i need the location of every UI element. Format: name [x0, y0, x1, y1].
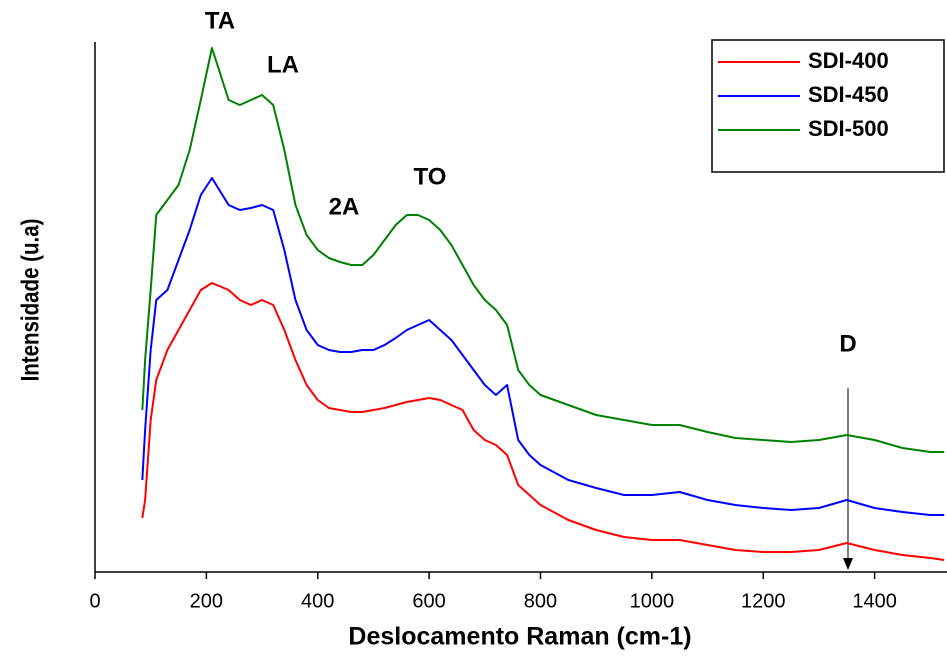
annotation: TA — [205, 7, 235, 34]
x-tick-label: 0 — [89, 590, 100, 612]
legend-label: SDI-500 — [808, 116, 889, 141]
legend-label: SDI-400 — [808, 48, 889, 73]
annotation: LA — [267, 51, 299, 78]
x-tick-label: 800 — [524, 590, 557, 612]
annotation: D — [839, 330, 856, 357]
x-tick-label: 600 — [412, 590, 445, 612]
series-line — [141, 177, 945, 516]
x-axis-label: Deslocamento Raman (cm-1) — [348, 623, 691, 651]
x-tick-label: 400 — [301, 590, 334, 612]
y-axis-label: Intensidade (u.a) — [16, 219, 44, 382]
x-tick-label: 1000 — [630, 590, 675, 612]
series-line — [141, 282, 945, 561]
annotation-arrowhead — [843, 558, 853, 570]
legend-label: SDI-450 — [808, 82, 889, 107]
x-tick-label: 200 — [190, 590, 223, 612]
annotation: 2A — [329, 193, 360, 220]
x-tick-label: 1200 — [741, 590, 786, 612]
annotation: TO — [414, 163, 447, 190]
x-tick-label: 1400 — [852, 590, 897, 612]
series-line — [141, 47, 945, 453]
